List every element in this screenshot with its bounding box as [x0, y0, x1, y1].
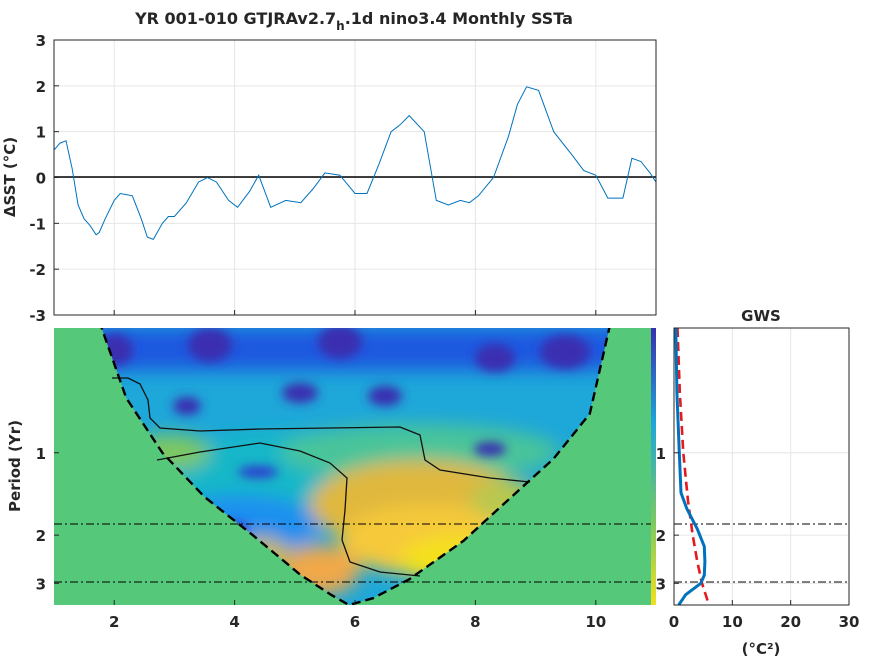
gws-y-ticks: 1 2 3: [656, 445, 679, 593]
sst-anomaly-line: [54, 86, 656, 241]
cone-of-influence-line: [100, 328, 611, 605]
x-tick-label: 0: [669, 613, 679, 631]
wavelet-x-ticks: 2 4 6 8 10: [109, 600, 606, 631]
time-series-panel: -3 -2 -1 0 1 2 3 ΔSST (°C): [1, 32, 657, 325]
gws-axes-bg: [674, 328, 849, 605]
y-tick-label: -2: [29, 261, 46, 279]
gws-panel: GWS 0 10 20 30 1 2 3 (°C²): [656, 307, 860, 656]
x-tick-label: 30: [839, 613, 860, 631]
title-subscript: h: [336, 19, 345, 33]
x-tick-label: 20: [780, 613, 801, 631]
y-tick-label: -1: [29, 215, 46, 233]
time-series-y-ticks: -3 -2 -1 0 1 2 3: [29, 32, 59, 325]
y-tick-label: 1: [36, 124, 46, 142]
y-tick-label: 1: [656, 445, 666, 463]
x-tick-label: 8: [470, 613, 480, 631]
significance-contour-inner: [156, 442, 421, 577]
colorbar-strip: [651, 328, 656, 605]
y-tick-label: 2: [656, 527, 666, 545]
x-tick-label: 2: [109, 613, 119, 631]
wavelet-y-ticks: 1 2 3: [36, 445, 59, 593]
wavelet-panel: 2 4 6 8 10 123 Period (Yr): [6, 328, 656, 631]
y-tick-label: 2: [36, 78, 46, 96]
time-series-y-label: ΔSST (°C): [1, 137, 19, 217]
x-tick-label: 4: [229, 613, 239, 631]
x-tick-label: 6: [350, 613, 360, 631]
gws-power-line: [674, 328, 707, 605]
figure-title: YR 001-010 GTJRAv2.7h.1d nino3.4 Monthly…: [134, 9, 573, 33]
y-tick-label: -3: [29, 307, 46, 325]
y-tick-label: 2: [36, 527, 46, 545]
x-tick-label: 10: [585, 613, 606, 631]
title-rest: .1d nino3.4 Monthly SSTa: [345, 9, 573, 28]
y-tick-label: 3: [36, 32, 46, 50]
gws-x-label: (°C²): [742, 640, 781, 656]
significance-contour: [112, 377, 531, 483]
gws-title: GWS: [741, 307, 781, 325]
y-tick-label: 3: [656, 575, 666, 593]
gws-x-ticks: 0 10 20 30: [669, 600, 860, 631]
gws-axes-box: [673, 327, 850, 606]
wavelet-y-label: Period (Yr): [6, 420, 24, 512]
y-tick-label: 3: [36, 575, 46, 593]
y-tick-label: 1: [36, 445, 46, 463]
x-tick-label: 10: [722, 613, 743, 631]
y-tick-label: 0: [36, 170, 46, 188]
